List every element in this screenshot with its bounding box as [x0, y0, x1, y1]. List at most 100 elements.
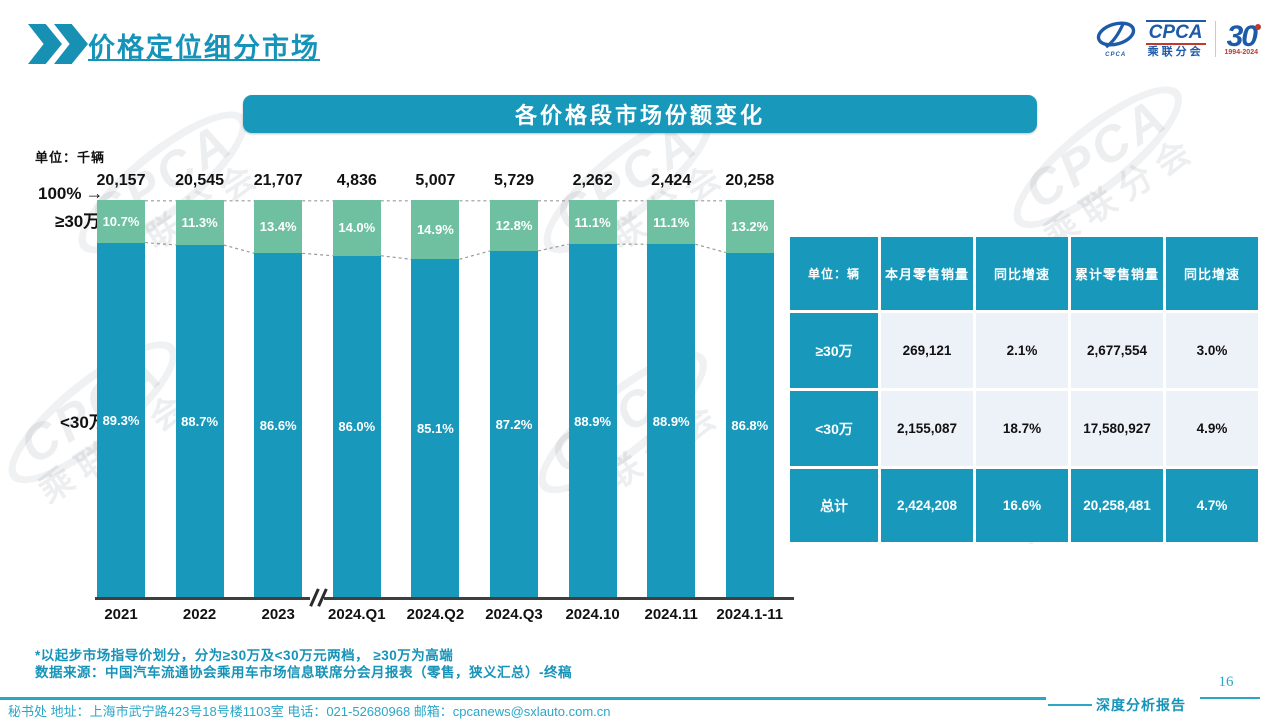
- table-data-cell: 18.7%: [976, 391, 1068, 466]
- x-axis-label: 2024.11: [644, 606, 698, 623]
- header-logos: CPCA CPCA 乘联分会 30 1994-2024: [1095, 20, 1261, 58]
- bar-total-label: 21,707: [253, 172, 303, 189]
- table-data-cell: 4.7%: [1166, 469, 1258, 542]
- chart-title: 各价格段市场份额变化: [514, 103, 765, 128]
- page-number: 16: [1218, 674, 1234, 690]
- segment-low: 89.3%: [97, 242, 145, 598]
- bar-total-label: 4,836: [336, 172, 377, 189]
- bar-2024.Q1: 14.0% 86.0%: [332, 200, 381, 598]
- x-axis-label: 2023: [261, 606, 295, 623]
- segment-high-pct: 11.3%: [181, 214, 218, 230]
- footer-contact: 秘书处 地址：上海市武宁路423号18号楼1103室 电话：021-526809…: [8, 704, 611, 719]
- segment-high-pct: 11.1%: [653, 214, 690, 230]
- bar-total-label: 20,258: [725, 172, 775, 189]
- bar-total-label: 2,424: [651, 172, 692, 189]
- segment-low: 85.1%: [411, 259, 460, 598]
- cpca-wordmark: CPCA 乘联分会: [1145, 20, 1206, 58]
- table-data-cell: 4.9%: [1166, 391, 1258, 466]
- segment-high: 11.1%: [647, 200, 696, 245]
- x-axis-label: 2024.Q1: [328, 606, 386, 623]
- segment-high-pct: 13.4%: [259, 219, 297, 235]
- unit-label: 单位：千辆: [35, 150, 106, 165]
- footer-divider-line: [0, 697, 1046, 700]
- segment-high-pct: 10.7%: [102, 213, 140, 229]
- bar-2022: 11.3% 88.7%: [175, 200, 224, 598]
- table-data-cell: 2,677,554: [1071, 313, 1163, 388]
- report-label-right-rule: [1200, 697, 1260, 699]
- segment-high-pct: 12.8%: [495, 217, 533, 233]
- segment-low: 87.2%: [490, 250, 538, 598]
- double-chevron-icon: [28, 24, 92, 64]
- cpca-swoosh-logo-icon: CPCA: [1095, 20, 1137, 58]
- table-data-cell: 2.1%: [976, 313, 1068, 388]
- segment-high-pct: 14.0%: [338, 220, 376, 236]
- x-axis-label: 2024.Q3: [485, 606, 543, 623]
- segment-low-pct: 89.3%: [102, 412, 140, 428]
- axis-break-gap: [310, 596, 324, 601]
- bar-2024.Q3: 12.8% 87.2%: [490, 200, 538, 598]
- anniversary-years: 1994-2024: [1224, 49, 1258, 56]
- segment-high: 11.3%: [175, 200, 224, 245]
- cpca-cn-label: 乘联分会: [1147, 46, 1204, 58]
- table-data-cell: 3.0%: [1166, 313, 1258, 388]
- bar-total-label: 2,262: [572, 172, 613, 189]
- segment-high: 12.8%: [490, 200, 538, 251]
- bar-2023: 13.4% 86.6%: [254, 200, 303, 598]
- segment-low: 86.6%: [254, 253, 303, 598]
- segment-low-pct: 86.0%: [338, 419, 376, 435]
- logo-divider: [1214, 21, 1216, 57]
- right-arrow-icon: →: [85, 183, 104, 203]
- x-axis-label: 2024.Q2: [406, 606, 465, 623]
- footnote-source: 数据来源：中国汽车流通协会乘用车市场信息联席分会月报表（零售，狭义汇总）-终稿: [35, 665, 572, 680]
- bar-total-label: 5,007: [415, 172, 456, 189]
- segment-high: 11.1%: [568, 200, 617, 245]
- segment-high-pct: 14.9%: [416, 222, 454, 238]
- x-axis-label: 2024.1-11: [716, 606, 784, 623]
- segment-high: 10.7%: [97, 200, 145, 243]
- report-label-left-rule: [1048, 704, 1092, 706]
- table-data-cell: 20,258,481: [1071, 469, 1163, 542]
- table-row-label: ≥30万: [790, 313, 878, 388]
- table-data-cell: 269,121: [881, 313, 973, 388]
- bar-2024.11: 11.1% 88.9%: [647, 200, 696, 598]
- table-header-cell: 累计零售销量: [1071, 237, 1163, 310]
- bar-total-label: 5,729: [493, 172, 535, 189]
- anniversary-30-logo: 30 1994-2024: [1224, 20, 1261, 56]
- segment-low: 88.7%: [175, 244, 224, 598]
- segment-high: 14.9%: [411, 200, 460, 260]
- bar-2024.10: 11.1% 88.9%: [568, 200, 617, 598]
- segment-low-pct: 88.9%: [574, 413, 612, 429]
- footnote-definition: *以起步市场指导价划分，分为≥30万及<30万元两档， ≥30万为高端: [35, 648, 454, 663]
- bar-2024.1-11: 13.2% 86.8%: [725, 200, 774, 598]
- table-header-cell: 同比增速: [1166, 237, 1258, 310]
- segment-low: 88.9%: [647, 244, 696, 598]
- table-header-cell: 单位：辆: [790, 237, 878, 310]
- table-data-cell: 2,155,087: [881, 391, 973, 466]
- bar-2024.Q2: 14.9% 85.1%: [411, 200, 460, 598]
- table-row-label: <30万: [790, 391, 878, 466]
- report-type-label: 深度分析报告: [1096, 699, 1186, 714]
- segment-high: 14.0%: [332, 200, 381, 256]
- anniversary-number: 30: [1226, 20, 1258, 53]
- segment-low: 86.8%: [725, 252, 774, 598]
- cpca-en-label: CPCA: [1145, 20, 1206, 45]
- segment-low-pct: 85.1%: [416, 421, 454, 437]
- table-data-cell: 17,580,927: [1071, 391, 1163, 466]
- retail-sales-table: 单位：辆 本月零售销量 同比增速 累计零售销量 同比增速 ≥30万 269,121 2.1% 2…: [790, 237, 1260, 542]
- table-data-cell: 2,424,208: [881, 469, 973, 542]
- segment-low-pct: 86.8%: [731, 417, 769, 433]
- cpca-swoosh-caption: CPCA: [1105, 52, 1127, 58]
- segment-high-pct: 11.1%: [574, 214, 611, 230]
- anniversary-dot-icon: [1255, 24, 1261, 30]
- x-axis-label: 2022: [182, 606, 217, 623]
- segment-low: 88.9%: [568, 244, 617, 598]
- segment-low: 86.0%: [332, 255, 381, 598]
- segment-low-pct: 87.2%: [495, 416, 533, 432]
- segment-high: 13.2%: [725, 200, 774, 253]
- page-title: 价格定位细分市场: [88, 33, 320, 63]
- segment-low-pct: 88.9%: [652, 413, 690, 429]
- bar-2021: 10.7% 89.3%: [97, 200, 145, 598]
- stacked-bar-chart: 10.7% 89.3% 11.3% 88.7% 13.4% 86.6% 14.0% 86.0%…: [95, 172, 805, 642]
- segment-low-pct: 88.7%: [181, 413, 219, 429]
- x-axis-label: 2021: [104, 606, 138, 623]
